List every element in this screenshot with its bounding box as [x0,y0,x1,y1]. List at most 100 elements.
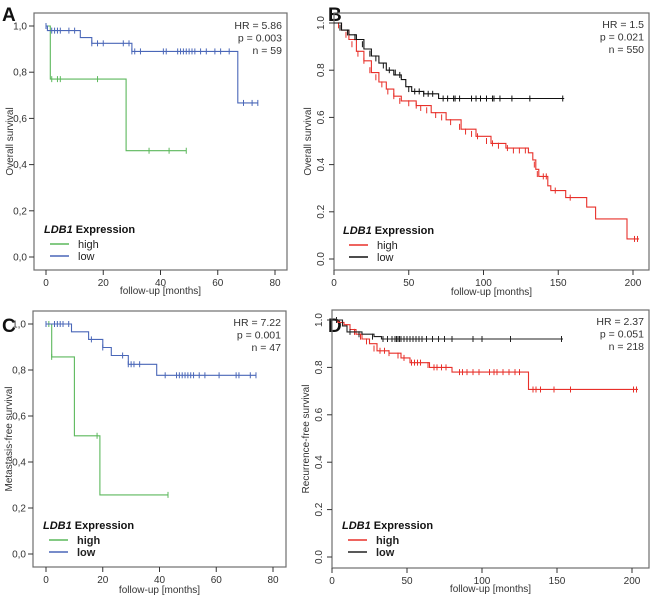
legend-title: LDB1 Expression [342,520,433,532]
stat-annotation: p = 0.021 [600,32,644,44]
x-axis-label: follow-up [months] [451,287,532,298]
y-tick-label: 0.4 [316,157,327,171]
y-tick-label: 0.8 [314,360,325,374]
series-low [45,321,257,379]
y-tick-label: 0,2 [13,206,27,217]
panel-letter: D [328,316,342,337]
stat-annotation: n = 47 [252,342,282,354]
y-axis-label: Metastasis-free survival [4,386,15,491]
x-tick-label: 0 [329,576,335,587]
x-tick-label: 0 [43,575,49,586]
y-tick-label: 0.6 [316,110,327,124]
y-tick-label: 0,4 [12,458,26,469]
survival-curve-high [46,323,168,496]
stat-annotation: n = 550 [609,44,644,56]
panel-b: B 0 50 100 150 200 0.0 0.2 0.4 0.6 0.8 1.0 follow-up… [303,5,650,298]
stat-annotation: p = 0.003 [238,33,282,45]
x-tick-label: 0 [43,278,49,289]
x-axis-label: follow-up [months] [120,286,201,297]
y-tick-label: 0,2 [12,504,26,515]
y-tick-label: 0.8 [316,63,327,77]
y-tick-label: 0,6 [12,412,26,423]
plot-frame [333,12,650,271]
y-tick-label: 0.2 [314,502,325,516]
y-tick-label: 0,0 [12,550,26,561]
y-tick-label: 0.2 [316,204,327,218]
x-tick-label: 0 [331,278,337,289]
stat-annotation: HR = 5.86 [234,20,282,32]
x-tick-label: 80 [269,278,281,289]
legend-label-high: high [77,535,100,547]
plot-frame [331,309,650,569]
x-tick-label: 60 [211,575,223,586]
y-tick-label: 0,6 [13,114,27,125]
y-tick-label: 1.0 [314,313,325,327]
series-low [334,22,565,102]
panel-letter: C [2,316,16,337]
stat-annotation: n = 218 [609,341,644,353]
legend-gene-name: LDB1 [342,520,371,532]
series-high [332,319,638,393]
stat-annotation: p = 0.051 [600,329,644,341]
stat-annotation: HR = 1.5 [602,19,644,31]
x-tick-label: 200 [625,278,642,289]
legend-title: LDB1 Expression [43,520,134,532]
y-tick-label: 0,4 [13,160,27,171]
series-high [46,25,187,154]
stat-annotation: n = 59 [253,45,283,57]
y-axis-label: Overall survival [5,107,16,175]
survival-curve-low [46,25,258,104]
x-tick-label: 50 [403,278,415,289]
survival-curve-low [46,323,256,376]
legend-gene-name: LDB1 [43,520,72,532]
x-tick-label: 150 [550,278,567,289]
legend-label-high: high [78,239,99,251]
legend-label-low: low [78,251,95,263]
legend-label-high: high [377,240,398,252]
x-tick-label: 100 [475,278,492,289]
legend-label-low: low [77,547,96,559]
legend-title: LDB1 Expression [343,225,434,237]
x-tick-label: 80 [267,575,279,586]
y-tick-label: 0.0 [316,252,327,266]
y-tick-label: 1,0 [12,320,26,331]
x-tick-label: 60 [212,278,224,289]
x-tick-label: 20 [98,278,110,289]
panel-letter: A [2,5,16,26]
series-high [334,22,639,242]
legend-label-low: low [377,252,394,264]
panel-letter: B [328,5,342,26]
survival-curve-high [332,319,638,390]
stat-annotation: HR = 2.37 [596,316,644,328]
panel-a: A 0 20 40 60 80 0,0 0,2 0,4 0,6 0,8 1,0 follow-up [m… [2,5,288,297]
x-tick-label: 40 [155,278,167,289]
x-tick-label: 40 [154,575,166,586]
y-axis-label: Overall survival [303,107,314,175]
y-tick-label: 0.0 [314,550,325,564]
y-axis-label: Recurrence-free survival [301,385,312,494]
legend-title-text: Expression [73,224,136,236]
x-tick-label: 150 [549,576,566,587]
legend-title: LDB1 Expression [44,224,135,236]
stat-annotation: p = 0.001 [237,330,281,342]
legend-label-low: low [376,547,395,559]
panel-d: D 0 50 100 150 200 0.0 0.2 0.4 0.6 0.8 1.0 follow-up… [301,309,650,595]
series-low [45,23,259,106]
y-tick-label: 1,0 [13,22,27,33]
x-tick-label: 200 [624,576,641,587]
x-tick-label: 20 [97,575,109,586]
x-axis-label: follow-up [months] [119,585,200,596]
y-tick-label: 0,8 [12,366,26,377]
y-tick-label: 0,0 [13,253,27,264]
y-tick-label: 0.4 [314,455,325,469]
survival-curve-low [334,22,565,100]
legend-title-text: Expression [72,520,135,532]
legend-title-text: Expression [372,225,435,237]
series-high [46,321,169,498]
x-tick-label: 50 [401,576,413,587]
panel-c: C 0 20 40 60 80 0,0 0,2 0,4 0,6 0,8 1,0 follow-up [m… [2,310,287,596]
